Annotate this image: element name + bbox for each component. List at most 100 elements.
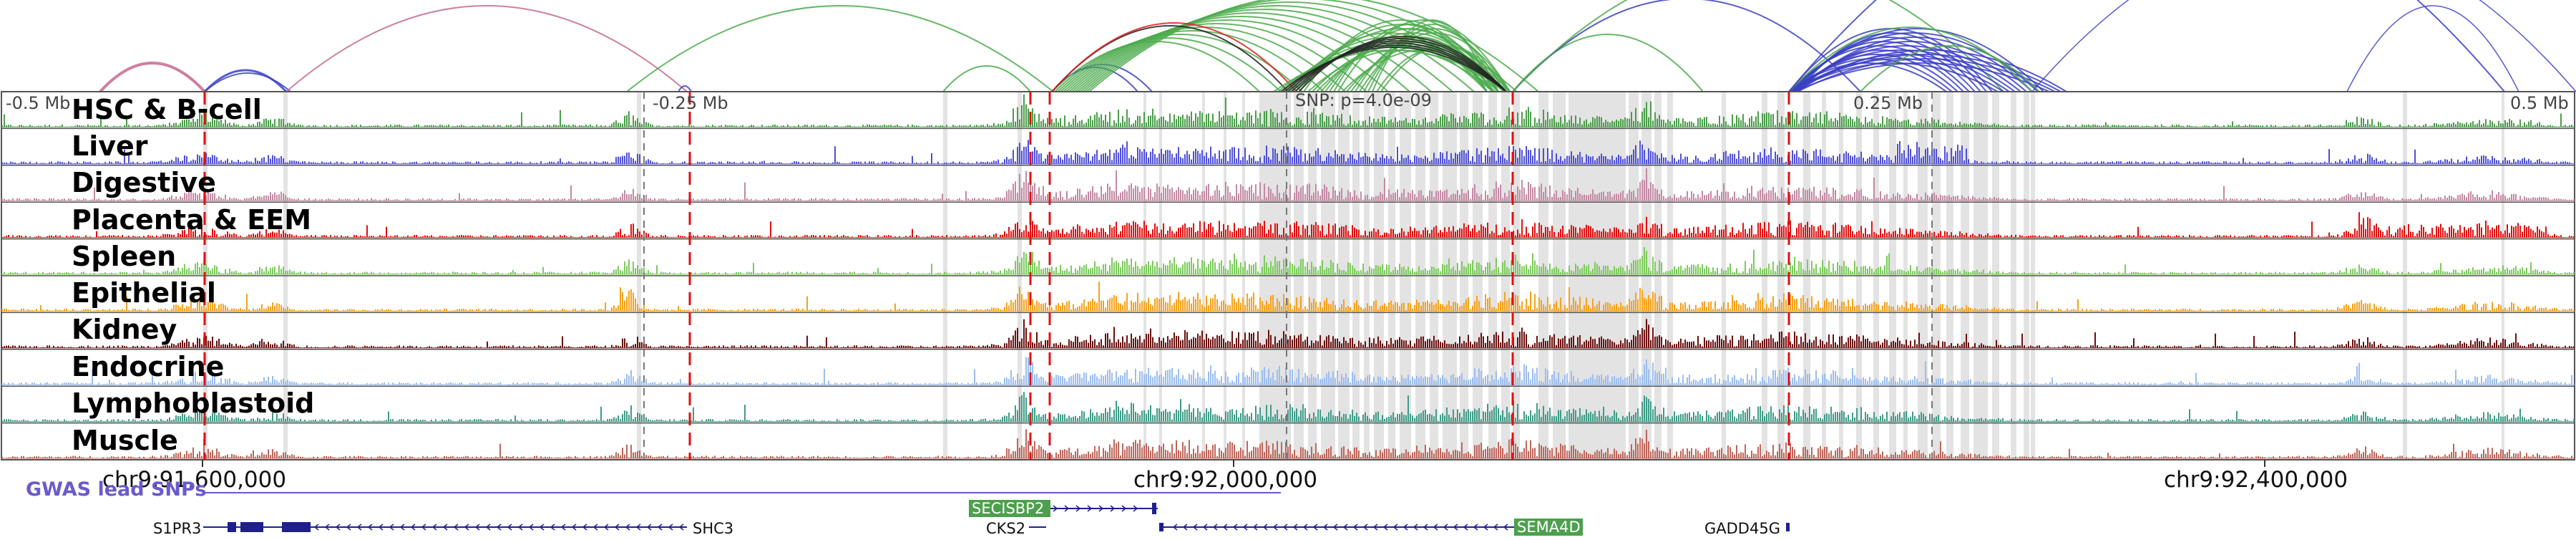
track-label-lymphoblastoid: Lymphoblastoid (72, 387, 314, 419)
strand-arrow (1064, 505, 1070, 512)
loop-arc (2031, 0, 2576, 92)
strand-arrow (1392, 524, 1398, 531)
strand-arrow (1212, 524, 1218, 531)
gene-exon (240, 522, 263, 532)
track-label-kidney: Kidney (72, 314, 177, 345)
strand-arrow (1483, 524, 1488, 531)
strand-arrow (1402, 524, 1408, 531)
loop-arc (1794, 62, 2050, 92)
track-label-hsc-b-cell: HSC & B-cell (72, 94, 262, 125)
strand-arrow (592, 524, 598, 531)
strand-arrow (1133, 505, 1138, 512)
loop-arc (626, 5, 1054, 92)
loop-arc (286, 5, 688, 92)
gene-exon (282, 522, 311, 532)
loop-arcs-panel (99, 0, 2576, 93)
gene-label-shc3: SHC3 (693, 520, 733, 537)
gene-label-cks2: CKS2 (986, 520, 1025, 537)
track-signal (1, 247, 2575, 274)
loop-arc (1284, 44, 1507, 92)
track-signal (1, 281, 2575, 312)
gwas-track: GWAS lead SNPs (26, 478, 1281, 501)
strand-arrow (1493, 524, 1498, 531)
strand-arrow (1222, 524, 1228, 531)
gwas-track-label: GWAS lead SNPs (26, 478, 206, 501)
track-label-muscle: Muscle (72, 425, 178, 456)
strand-arrows (313, 505, 1508, 531)
track-signal (1, 319, 2575, 348)
loop-arc (1294, 38, 1507, 92)
strand-arrow (1352, 524, 1358, 531)
strand-arrow (485, 524, 491, 531)
loop-arc (204, 72, 291, 92)
loop-arc (1085, 0, 1518, 92)
strand-arrow (1372, 524, 1378, 531)
strand-arrow (324, 524, 330, 531)
gene-box-secisbp2[interactable] (969, 500, 1050, 517)
strand-arrow (1053, 505, 1058, 512)
strand-arrow (1292, 524, 1298, 531)
track-label-liver: Liver (72, 130, 148, 162)
track-label-endocrine: Endocrine (72, 351, 224, 382)
strand-arrow (1262, 524, 1268, 531)
strand-arrow (399, 524, 405, 531)
axis-tick-label: chr9:92,000,000 (1133, 467, 1317, 493)
strand-arrow (1121, 505, 1127, 512)
gene-label-secisbp2: SECISBP2 (972, 500, 1044, 517)
strand-arrow (539, 524, 545, 531)
strand-arrow (1322, 524, 1328, 531)
gene-exon (1152, 503, 1156, 514)
loop-arc (1291, 40, 1507, 92)
axis-tick-label: chr9:91,600,000 (102, 467, 286, 493)
loop-arc (203, 69, 288, 93)
coordinate-labels: -0.5 Mb -0.25 Mb SNP: p=4.0e-09 0.25 Mb … (6, 90, 2569, 113)
strand-arrow (389, 524, 394, 531)
loop-arc (1372, 19, 1493, 92)
strand-arrow (356, 524, 362, 531)
strand-arrow (1098, 505, 1104, 512)
strand-arrow (367, 524, 373, 531)
loop-arc (1077, 9, 1453, 92)
gene-exon (1786, 523, 1790, 531)
strand-arrow (1443, 524, 1448, 531)
track-signal (1, 212, 2575, 238)
strand-arrow (635, 524, 641, 531)
strand-arrow (1453, 524, 1458, 531)
strand-arrow (625, 524, 630, 531)
strand-arrow (603, 524, 609, 531)
strand-arrow (1242, 524, 1248, 531)
strand-arrow (410, 524, 416, 531)
strand-arrow (431, 524, 437, 531)
loop-arc (1060, 30, 1324, 92)
track-label-placenta-eem: Placenta & EEM (72, 204, 311, 236)
loop-arc (1860, 45, 2040, 92)
strand-arrow (1087, 505, 1093, 512)
gene-exon (1159, 523, 1163, 531)
loop-arc (1512, 0, 2004, 92)
strand-arrow (550, 524, 555, 531)
track-label-digestive: Digestive (72, 167, 216, 198)
axis-tick-label: chr9:92,400,000 (2164, 467, 2348, 493)
strand-arrow (560, 524, 566, 531)
strand-arrow (1503, 524, 1508, 531)
coord-label-left: -0.5 Mb (6, 93, 70, 113)
loop-arc (1788, 26, 2033, 92)
strand-arrow (1272, 524, 1278, 531)
genomic-axis: chr9:91,600,000 chr9:92,000,000 chr9:92,… (102, 460, 2348, 493)
strand-arrow (507, 524, 512, 531)
strand-arrow (1192, 524, 1198, 531)
strand-arrow (335, 524, 341, 531)
strand-arrow (517, 524, 523, 531)
track-label-epithelial: Epithelial (72, 277, 216, 309)
strand-arrow (378, 524, 384, 531)
strand-arrow (442, 524, 448, 531)
strand-arrow (453, 524, 459, 531)
coord-label-right-mid: 0.25 Mb (1853, 93, 1923, 113)
strand-arrow (1473, 524, 1478, 531)
gene-exon (228, 522, 236, 532)
gene-box-sema4d[interactable] (1514, 519, 1583, 536)
track-signal (1, 392, 2575, 422)
loop-arc (1287, 42, 1507, 92)
